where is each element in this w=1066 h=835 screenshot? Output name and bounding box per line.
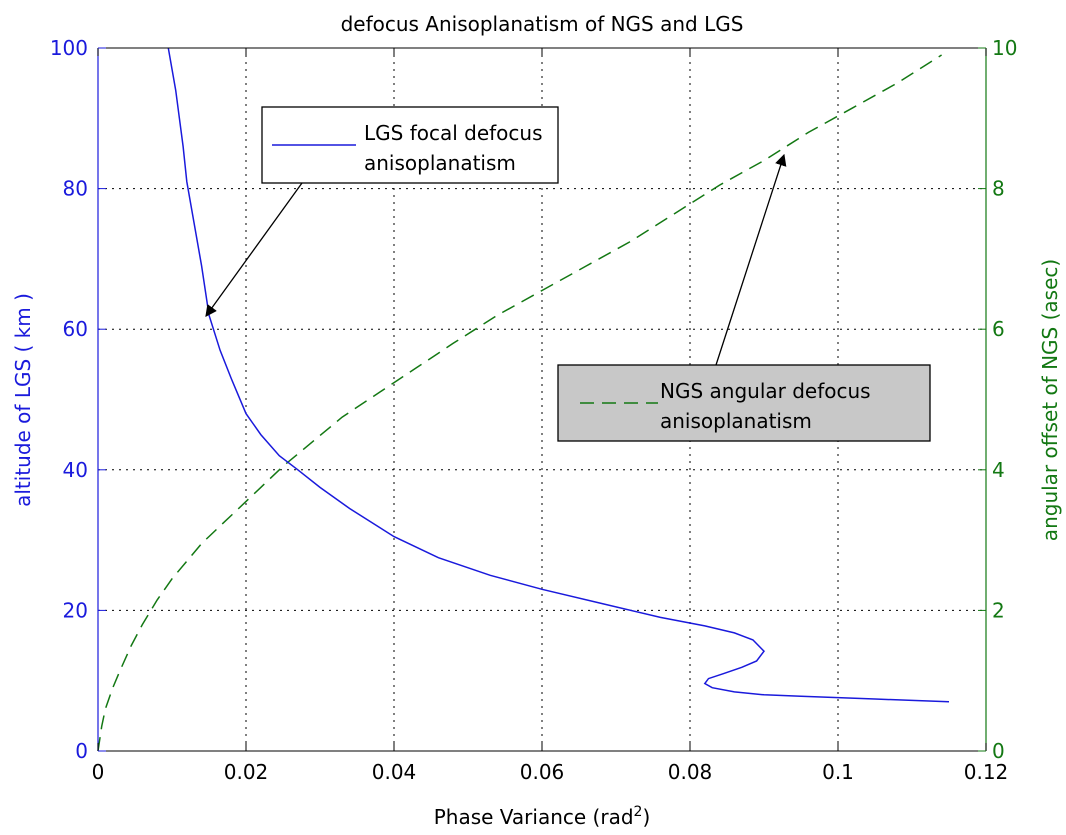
x-tick-label: 0.1 (822, 760, 854, 784)
y-right-tick-label: 0 (992, 739, 1005, 763)
x-tick-label: 0.06 (520, 760, 565, 784)
x-axis-label-close: ) (642, 805, 650, 829)
y-left-tick-label: 100 (50, 36, 88, 60)
x-axis-label: Phase Variance (rad2) (434, 804, 651, 829)
x-tick-label: 0.04 (372, 760, 417, 784)
y-right-tick-label: 2 (992, 598, 1005, 622)
x-axis-label-superscript: 2 (634, 804, 643, 820)
y-left-tick-label: 60 (63, 317, 88, 341)
legend-ngs: NGS angular defocus anisoplanatism (557, 364, 931, 442)
y-axis-left-label: altitude of LGS ( km ) (11, 293, 35, 507)
y-right-tick-label: 10 (992, 36, 1017, 60)
y-axis-right-label: angular offset of NGS (asec) (1038, 259, 1062, 541)
lgs-annotation-arrow (205, 182, 303, 317)
y-left-tick-label: 0 (75, 739, 88, 763)
y-right-tick-label: 6 (992, 317, 1005, 341)
legend-lgs-label-line2: anisoplanatism (364, 151, 516, 175)
legend-ngs-label-line2: anisoplanatism (660, 409, 812, 433)
y-left-tick-label: 20 (63, 598, 88, 622)
ngs-angular-defocus-line (97, 54, 943, 752)
y-right-tick-label: 4 (992, 458, 1005, 482)
ticks: 0 0.02 0.04 0.06 0.08 0.1 0.120204060801000246… (50, 36, 1018, 784)
x-tick-label: 0.08 (668, 760, 713, 784)
y-right-tick-label: 8 (992, 177, 1005, 201)
legend-ngs-label-line1: NGS angular defocus (660, 379, 871, 403)
chart-title: defocus Anisoplanatism of NGS and LGS (341, 12, 744, 36)
y-left-tick-label: 40 (63, 458, 88, 482)
x-axis-label-main: Phase Variance (rad (434, 805, 634, 829)
x-tick-label: 0.12 (964, 760, 1009, 784)
legend-lgs-label-line1: LGS focal defocus (364, 121, 543, 145)
lgs-focal-defocus-line (167, 47, 950, 703)
ngs-annotation-arrow (715, 153, 787, 366)
legend-ngs-box (557, 364, 931, 442)
x-tick-label: 0.02 (224, 760, 269, 784)
y-left-tick-label: 80 (63, 177, 88, 201)
legend-lgs: LGS focal defocus anisoplanatism (261, 106, 559, 184)
x-tick-label: 0 (92, 760, 105, 784)
